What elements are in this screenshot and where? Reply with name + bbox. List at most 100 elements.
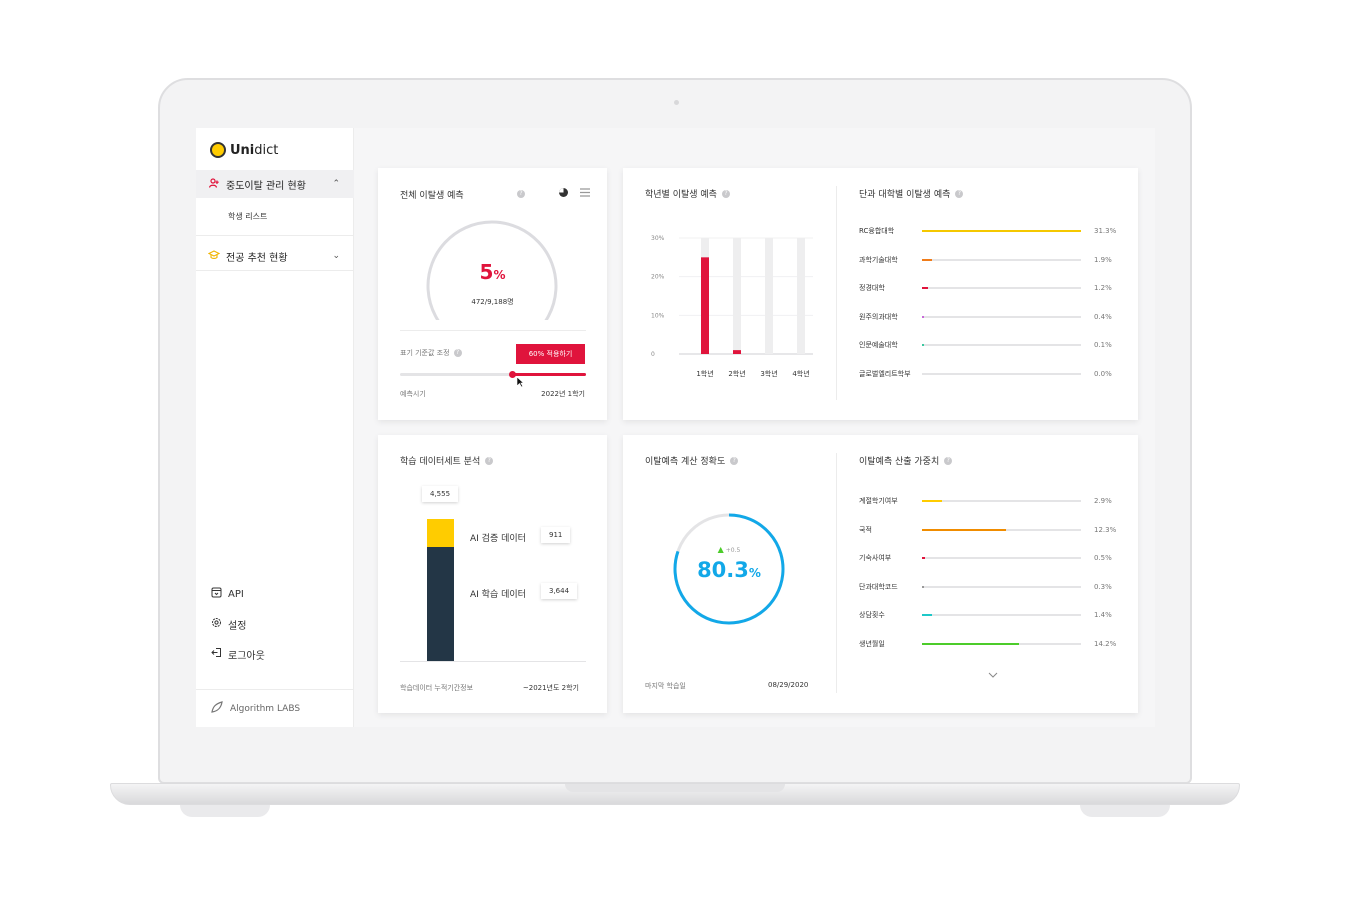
weight-value: 2.9% — [1094, 497, 1112, 505]
nav-api[interactable]: API — [210, 579, 265, 609]
weight-fill — [922, 500, 942, 502]
gauge-track — [426, 220, 558, 320]
weight-track — [922, 557, 1081, 559]
dataset-stacked-bar — [427, 519, 454, 661]
nav-logout[interactable]: 로그아웃 — [210, 639, 265, 669]
weight-row: 기숙사여부 0.5% — [859, 551, 1124, 565]
weight-track — [922, 642, 1081, 645]
app-logo[interactable]: Uni dict — [210, 142, 278, 158]
college-value: 0.0% — [1094, 369, 1112, 378]
card-total-dropout: 전체 이탈생 예측 ? 5% 472/9,188명 표기 기준값 조정? 60%… — [378, 168, 607, 420]
accuracy-title: 이탈예측 계산 정확도? — [645, 454, 739, 467]
college-title-text: 단과 대학별 이탈생 예측 — [859, 190, 951, 200]
grade-bar-chart: 30% 20% 10% 0 1학년 2학년 3학년 4학년 — [651, 235, 813, 378]
weight-label: 생년월일 — [859, 639, 885, 648]
logo-bold: Uni — [230, 142, 255, 158]
chevron-down-icon[interactable] — [988, 672, 998, 678]
total-title: 전체 이탈생 예측 ? — [400, 187, 590, 201]
api-icon — [210, 587, 222, 601]
college-track — [922, 258, 1081, 261]
baseline — [400, 661, 586, 662]
user-add-icon — [208, 177, 220, 191]
divider — [836, 453, 837, 693]
help-icon[interactable]: ? — [453, 349, 462, 357]
nav-api-label: API — [228, 588, 244, 600]
card-dataset: 학습 데이터세트 분석? 4,555 AI 검증 데이터 911 AI 학습 데… — [378, 435, 607, 713]
dataset-period-value: ~2021년도 2학기 — [522, 684, 579, 692]
weight-value: 14.2% — [1094, 639, 1117, 648]
weight-row: 상담횟수 1.4% — [859, 608, 1124, 622]
dataset-period-label: 학습데이터 누적기간정보 — [400, 684, 474, 692]
menu-icon[interactable] — [580, 188, 590, 200]
accuracy-value-unit: % — [748, 566, 761, 580]
bar-background — [733, 238, 741, 354]
nav-settings[interactable]: 설정 — [210, 609, 265, 639]
slider-handle[interactable] — [508, 371, 516, 378]
weight-label: 국적 — [859, 525, 872, 534]
nav-major-header[interactable]: 전공 추천 현황 ⌄ — [196, 242, 354, 270]
accuracy-ring — [673, 513, 785, 625]
bar-background — [797, 238, 805, 354]
training-data-tag: 3,644 — [541, 583, 578, 599]
accuracy-value-number: 80.3 — [697, 558, 749, 582]
laptop-foot-left — [180, 805, 270, 817]
help-icon[interactable]: ? — [517, 190, 525, 198]
help-icon[interactable]: ? — [485, 456, 494, 465]
college-label: 원주의과대학 — [859, 312, 898, 321]
college-label: 과학기술대학 — [859, 255, 898, 264]
nav-major-label: 전공 추천 현황 — [226, 252, 288, 264]
college-value: 31.3% — [1094, 227, 1117, 235]
chevron-up-icon: ⌃ — [332, 179, 340, 189]
college-track — [922, 315, 1081, 318]
bar — [701, 257, 709, 354]
nav-group-dropout: 중도이탈 관리 현황 ⌃ 학생 리스트 — [196, 170, 354, 236]
help-icon[interactable]: ? — [721, 189, 730, 198]
weight-value: 1.4% — [1094, 611, 1112, 619]
weight-track — [922, 614, 1081, 616]
algorithm-labs-label: Algorithm LABS — [230, 703, 301, 714]
app-screen: Uni dict 중도이탈 관리 현황 ⌃ 학생 리스트 전공 추천 현황 ⌄ — [196, 128, 1155, 727]
college-row: 글로벌엘리트학부 0.0% — [859, 367, 1124, 381]
dataset-title: 학습 데이터세트 분석? — [400, 454, 494, 467]
college-fill — [922, 287, 929, 289]
college-label: 인문예술대학 — [859, 341, 898, 349]
college-track — [922, 344, 1081, 346]
laptop-camera — [674, 100, 679, 105]
college-track — [922, 230, 1081, 232]
college-value: 1.2% — [1094, 284, 1112, 292]
pie-chart-icon[interactable] — [558, 187, 569, 201]
weight-fill — [922, 528, 1006, 531]
dropout-gauge — [426, 220, 558, 320]
logo-rest: dict — [254, 142, 279, 158]
algorithm-labs-logo-icon — [210, 700, 224, 717]
apply-threshold-button[interactable]: 60% 적용하기 — [516, 344, 585, 364]
help-icon[interactable]: ? — [955, 189, 964, 198]
weight-label: 상담횟수 — [859, 611, 885, 619]
weight-row: 국적 12.3% — [859, 523, 1124, 537]
sidebar: Uni dict 중도이탈 관리 현황 ⌃ 학생 리스트 전공 추천 현황 ⌄ — [196, 128, 354, 727]
college-label: 글로벌엘리트학부 — [859, 369, 911, 378]
stack-segment — [427, 547, 454, 661]
weights-title-text: 이탈예측 산출 가중치 — [859, 457, 940, 467]
training-data-label: AI 학습 데이터 — [470, 590, 526, 600]
weight-row: 생년월일 14.2% — [859, 637, 1124, 651]
y-tick-label: 0 — [651, 351, 655, 358]
bottom-links: API 설정 로그아웃 — [210, 579, 265, 669]
college-value: 0.1% — [1094, 341, 1112, 349]
threshold-label: 표기 기준값 조정 — [400, 349, 450, 357]
nav-student-list[interactable]: 학생 리스트 — [196, 198, 354, 236]
threshold-slider[interactable] — [400, 371, 586, 378]
nav-dropout-header[interactable]: 중도이탈 관리 현황 ⌃ — [196, 170, 354, 198]
card-grade-college: 학년별 이탈생 예측? 30% 20% 10% 0 1학년 2학년 3학년 4학년 단과 대학… — [623, 168, 1138, 420]
algorithm-labs-footer[interactable]: Algorithm LABS — [196, 689, 354, 727]
total-title-text: 전체 이탈생 예측 — [400, 190, 464, 201]
laptop-notch — [565, 784, 785, 792]
help-icon[interactable]: ? — [730, 456, 739, 465]
accuracy-delta: ▲ +0.5 — [671, 545, 787, 554]
accuracy-delta-value: +0.5 — [725, 547, 741, 554]
period-label: 예측시기 — [400, 390, 426, 398]
help-icon[interactable]: ? — [944, 456, 953, 465]
x-tick-label: 2학년 — [728, 369, 745, 378]
dataset-title-text: 학습 데이터세트 분석 — [400, 457, 481, 467]
laptop-foot-right — [1080, 805, 1170, 817]
